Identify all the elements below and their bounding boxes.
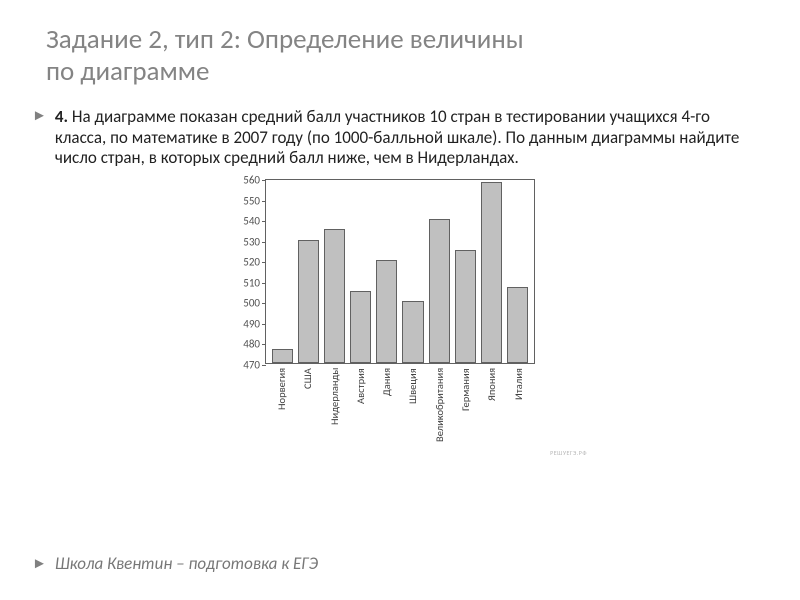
chart-bars [266, 180, 534, 363]
problem-body: На диаграмме показан средний балл участн… [55, 106, 739, 168]
title-line-2: по диаграмме [46, 55, 209, 88]
chart-ytick [262, 344, 266, 345]
chart-bar [272, 349, 293, 363]
chart-x-label: Италия [508, 368, 529, 458]
chart-bar [350, 291, 371, 363]
chart-container: 470480490500510520530540550560 НорвегияС… [46, 179, 754, 458]
chart-ytick-label: 500 [243, 297, 260, 310]
chart-ytick [262, 242, 266, 243]
chart-plot-area: 470480490500510520530540550560 [265, 179, 535, 364]
chart-x-labels: НорвегияСША НидерландыАвстрияДанияШвеция В… [265, 368, 535, 458]
bullet-icon: ► [32, 109, 47, 124]
chart-watermark: РЕШУЕГЭ.РФ [550, 449, 587, 457]
chart-ytick [262, 283, 266, 284]
chart-bar [376, 260, 397, 363]
chart-bar [324, 229, 345, 363]
bar-chart: 470480490500510520530540550560 НорвегияС… [265, 179, 535, 458]
chart-ytick [262, 201, 266, 202]
problem-number: 4. [55, 106, 68, 127]
chart-ytick-label: 530 [243, 235, 260, 248]
chart-x-label: Япония [481, 368, 502, 458]
chart-ytick [262, 324, 266, 325]
chart-ytick-label: 470 [243, 358, 260, 371]
bullet-icon: ► [32, 555, 47, 573]
chart-bar [507, 287, 528, 363]
slide: Задание 2, тип 2: Определение величины п… [0, 0, 800, 600]
chart-ytick-label: 550 [243, 194, 260, 207]
title-line-1: Задание 2, тип 2: Определение величины [46, 23, 524, 56]
problem-text: 4. На диаграмме показан средний балл уча… [55, 107, 754, 169]
chart-x-label: Австрия [350, 368, 371, 458]
chart-ytick-label: 480 [243, 338, 260, 351]
chart-ytick [262, 180, 266, 181]
chart-bar [298, 240, 319, 363]
chart-ytick [262, 303, 266, 304]
chart-bar [481, 182, 502, 363]
chart-ytick [262, 221, 266, 222]
chart-bar [429, 219, 450, 363]
chart-x-label: Дания [376, 368, 397, 458]
slide-title: Задание 2, тип 2: Определение величины п… [46, 24, 754, 89]
chart-ytick-label: 540 [243, 215, 260, 228]
chart-ytick-label: 520 [243, 256, 260, 269]
chart-bar [455, 250, 476, 363]
slide-footer: ► Школа Квентин – подготовка к ЕГЭ [46, 553, 318, 574]
chart-x-label: Норвегия [271, 368, 292, 458]
chart-x-label: Великобритания [429, 368, 450, 458]
problem-block: ► 4. На диаграмме показан средний балл у… [46, 107, 754, 169]
chart-ytick-label: 510 [243, 276, 260, 289]
chart-ytick-label: 560 [243, 173, 260, 186]
footer-text: Школа Квентин – подготовка к ЕГЭ [55, 553, 318, 574]
chart-x-label: Нидерланды [324, 368, 345, 458]
chart-ytick [262, 365, 266, 366]
chart-x-label: Швеция [402, 368, 423, 458]
chart-bar [402, 301, 423, 363]
chart-ytick [262, 262, 266, 263]
chart-x-label: США [297, 368, 318, 458]
chart-ytick-label: 490 [243, 317, 260, 330]
chart-x-label: Германия [455, 368, 476, 458]
